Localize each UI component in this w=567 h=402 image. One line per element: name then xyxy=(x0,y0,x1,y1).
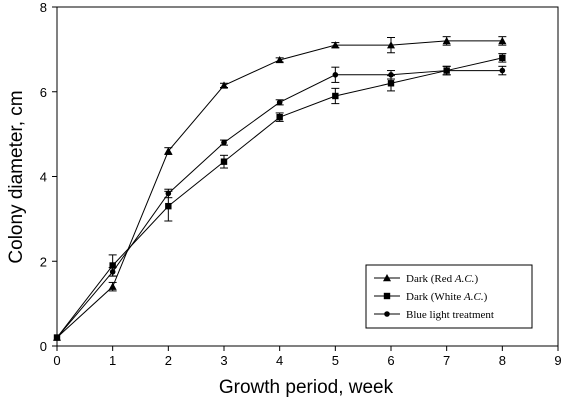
square-marker xyxy=(387,80,395,87)
triangle-marker xyxy=(275,55,284,64)
circle-marker xyxy=(276,99,283,106)
triangle-marker xyxy=(331,41,340,49)
series-layer xyxy=(53,36,507,341)
circle-marker xyxy=(109,269,116,275)
y-tick-label: 0 xyxy=(40,339,47,354)
circle-marker xyxy=(332,72,339,78)
x-tick-label: 0 xyxy=(53,353,60,368)
legend-label: Dark (Red A.C.) xyxy=(406,273,478,285)
x-tick-label: 7 xyxy=(443,353,450,368)
legend-item: Blue light treatment xyxy=(374,309,494,321)
legend-label: Dark (White A.C.) xyxy=(406,291,488,303)
series-circle xyxy=(54,65,507,341)
triangle-marker xyxy=(387,41,395,49)
x-tick-label: 6 xyxy=(387,353,394,368)
triangle-marker xyxy=(164,147,173,155)
circle-marker xyxy=(443,67,450,74)
x-tick-label: 1 xyxy=(109,353,116,368)
triangle-marker xyxy=(498,36,507,45)
x-tick-label: 3 xyxy=(220,353,227,368)
legend-label: Blue light treatment xyxy=(406,309,494,321)
x-axis-title: Growth period, week xyxy=(219,377,394,398)
x-tick-label: 2 xyxy=(165,353,172,368)
y-tick-label: 6 xyxy=(40,85,47,100)
square-marker xyxy=(332,92,339,100)
y-axis-ticks: 0 2 4 6 8 xyxy=(40,0,57,354)
x-axis-ticks: 0 1 2 3 4 5 6 7 8 9 xyxy=(53,346,562,368)
square-marker xyxy=(499,54,506,62)
square-marker xyxy=(383,292,391,300)
circle-marker xyxy=(54,334,60,341)
circle-marker xyxy=(221,139,227,146)
circle-marker xyxy=(499,67,506,74)
x-tick-label: 4 xyxy=(276,353,283,368)
legend-item: Dark (White A.C.) xyxy=(374,291,488,303)
legend: Dark (Red A.C.) Dark (White A.C.) Blue lig… xyxy=(365,264,533,329)
y-tick-label: 8 xyxy=(40,0,47,15)
x-tick-label: 8 xyxy=(499,353,506,368)
triangle-marker xyxy=(108,282,117,290)
y-tick-label: 4 xyxy=(40,170,47,185)
triangle-marker xyxy=(383,274,391,282)
square-marker xyxy=(109,262,116,269)
triangle-marker xyxy=(220,81,228,89)
x-tick-label: 9 xyxy=(554,353,561,368)
circle-marker xyxy=(384,311,390,317)
x-tick-label: 5 xyxy=(332,353,339,368)
y-axis-title: Colony diameter, cm xyxy=(6,90,27,263)
circle-marker xyxy=(388,72,394,78)
y-tick-label: 2 xyxy=(40,254,47,269)
square-marker xyxy=(276,113,283,121)
square-marker xyxy=(220,158,228,165)
triangle-marker xyxy=(442,36,451,45)
circle-marker xyxy=(165,190,172,197)
legend-item: Dark (Red A.C.) xyxy=(374,273,478,285)
square-marker xyxy=(165,202,172,210)
